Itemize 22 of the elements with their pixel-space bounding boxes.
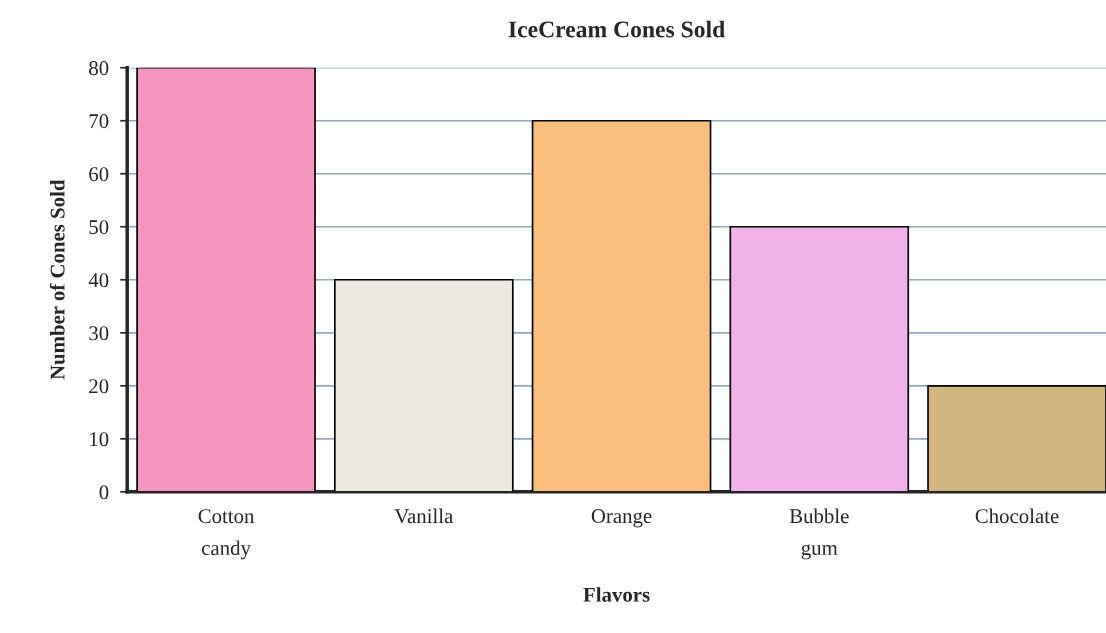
- x-tick-label: Orange: [591, 509, 652, 528]
- y-tick-label: 40: [88, 273, 109, 288]
- bar: [333, 278, 514, 492]
- x-tick-label: Vanilla: [394, 508, 454, 524]
- x-tick-label: Chocolate: [975, 508, 1059, 524]
- y-tick-label: 70: [89, 114, 109, 129]
- x-axis-title: Flavors: [583, 587, 650, 602]
- bar: [136, 67, 316, 492]
- y-tick-label: 0: [99, 485, 109, 500]
- bar: [927, 384, 1106, 492]
- y-axis-title: Number of Cones Sold: [49, 179, 65, 380]
- bar: [729, 225, 910, 492]
- x-tick-label: Bubble gum: [789, 508, 849, 560]
- y-tick-label: 60: [89, 167, 109, 182]
- y-tick-label: 20: [89, 379, 109, 394]
- y-tick-label: 80: [89, 61, 109, 76]
- y-tick-label: 30: [89, 326, 109, 341]
- y-tick-label: 10: [90, 432, 109, 447]
- chart-title: IceCream Cones Sold: [508, 20, 725, 38]
- bar: [531, 119, 712, 492]
- x-tick-label: Cotton candy: [198, 509, 255, 560]
- y-tick-label: 50: [89, 220, 109, 235]
